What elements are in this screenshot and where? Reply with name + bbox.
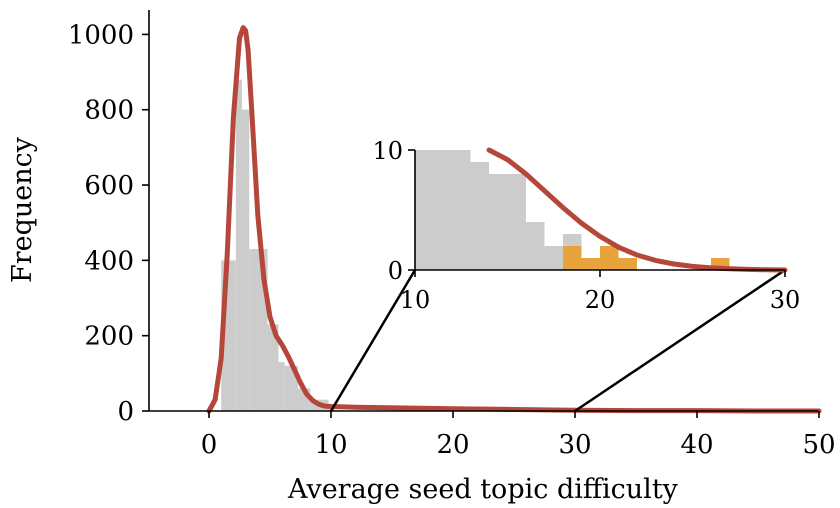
- x-axis-title: Average seed topic difficulty: [287, 474, 679, 505]
- inset-kde-line: [486, 147, 788, 273]
- main-y-tick-label: 0: [117, 397, 134, 427]
- main-histogram-bar: [241, 109, 250, 411]
- inset-histogram-bar: [489, 174, 526, 270]
- main-histogram-bar: [249, 249, 268, 411]
- inset-highlight-bar: [618, 258, 637, 270]
- main-x-tick-label: 30: [558, 430, 591, 460]
- main-histogram-bar: [278, 362, 285, 411]
- inset-y-tick-label: 0: [388, 257, 403, 285]
- inset-x-tick-label: 10: [400, 286, 431, 314]
- inset-x-ticks: 10 20 30: [400, 270, 801, 314]
- main-histogram-bars: [221, 79, 335, 411]
- main-x-tick-label: 40: [680, 430, 713, 460]
- main-kde-line: [206, 25, 822, 414]
- inset-y-tick-label: 10: [372, 137, 403, 165]
- main-y-tick-label: 400: [84, 246, 134, 276]
- y-axis-title: Frequency: [7, 136, 38, 283]
- inset-highlight-bar: [581, 258, 600, 270]
- inset-y-ticks: 0 10: [372, 137, 415, 285]
- main-y-tick-label: 200: [84, 322, 134, 352]
- inset-x-tick-label: 30: [770, 286, 801, 314]
- main-x-tick-label: 20: [436, 430, 469, 460]
- main-y-tick-label: 800: [84, 96, 134, 126]
- inset-histogram-bar: [415, 150, 471, 270]
- zoom-connector-right: [574, 268, 786, 413]
- main-x-tick-label: 10: [314, 430, 347, 460]
- main-y-tick-label: 600: [84, 171, 134, 201]
- main-histogram-bar: [267, 324, 279, 411]
- main-x-ticks: 0 10 20 30 40 50: [201, 411, 836, 460]
- inset-x-tick-label: 20: [585, 286, 616, 314]
- inset-highlight-bar: [563, 246, 582, 270]
- inset-histogram-bars: [415, 150, 582, 270]
- main-histogram-bar: [235, 79, 242, 411]
- inset-histogram-bar: [470, 162, 489, 270]
- inset-histogram-bar: [526, 222, 545, 270]
- zoom-connector-left: [329, 269, 417, 412]
- main-x-tick-label: 0: [201, 430, 218, 460]
- main-x-tick-label: 50: [802, 430, 835, 460]
- main-y-tick-label: 1000: [68, 20, 134, 50]
- main-histogram-bar: [284, 365, 299, 411]
- inset-highlight-bar: [600, 246, 619, 270]
- inset-chart: 10 20 30 010: [372, 137, 800, 314]
- main-y-ticks: 0 200 400 600 800 1000: [68, 20, 149, 427]
- inset-histogram-bar: [544, 246, 563, 270]
